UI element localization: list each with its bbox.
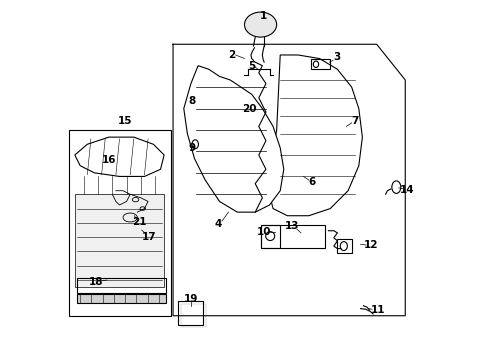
Text: 9: 9	[188, 143, 195, 153]
Bar	[337, 239, 351, 253]
Text: 12: 12	[364, 240, 378, 250]
Text: 17: 17	[142, 232, 157, 242]
Text: 21: 21	[132, 217, 146, 227]
Polygon shape	[269, 55, 362, 216]
Bar	[178, 301, 203, 325]
Text: 7: 7	[351, 116, 358, 126]
Text: 10: 10	[256, 227, 271, 237]
Text: 13: 13	[284, 221, 298, 231]
Bar	[77, 294, 165, 303]
Ellipse shape	[244, 12, 276, 37]
Text: 5: 5	[247, 61, 255, 71]
Bar	[310, 59, 329, 69]
Text: 2: 2	[227, 50, 234, 60]
Text: 14: 14	[399, 185, 413, 195]
Text: 3: 3	[333, 53, 340, 63]
Text: 20: 20	[242, 104, 257, 114]
Bar	[69, 130, 171, 316]
Bar	[77, 278, 165, 293]
Polygon shape	[75, 137, 164, 176]
Polygon shape	[75, 194, 164, 287]
Bar	[260, 225, 280, 248]
Text: 11: 11	[370, 305, 384, 315]
Polygon shape	[183, 66, 283, 212]
Text: 6: 6	[308, 177, 315, 187]
Text: 18: 18	[89, 277, 103, 287]
Bar	[181, 304, 205, 327]
Text: 16: 16	[102, 156, 116, 165]
Bar	[260, 225, 324, 248]
Text: 19: 19	[183, 294, 198, 303]
Text: 15: 15	[117, 116, 132, 126]
Text: 8: 8	[187, 96, 195, 107]
Text: 1: 1	[259, 11, 266, 21]
Text: 4: 4	[214, 219, 221, 229]
